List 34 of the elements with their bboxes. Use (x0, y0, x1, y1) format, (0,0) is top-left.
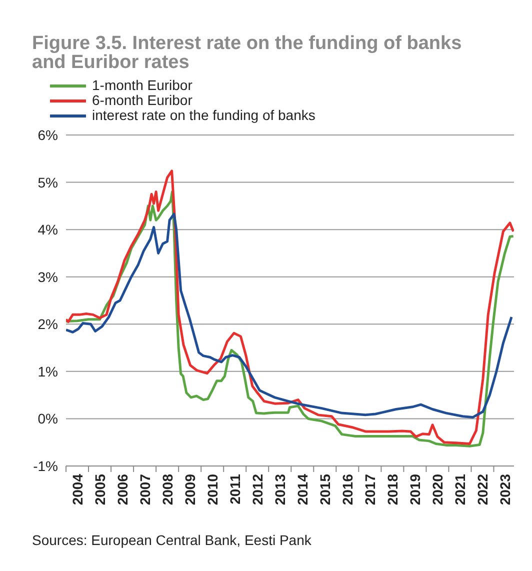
x-tick-label: 2023 (496, 474, 513, 506)
y-tick-label: 6% (38, 126, 58, 143)
y-tick-label: 5% (38, 174, 58, 190)
y-tick-label: 0% (38, 410, 58, 427)
legend-label: 1-month Euribor (92, 77, 192, 93)
x-tick-label: 2018 (384, 474, 400, 506)
legend-label: 6-month Euribor (92, 92, 192, 108)
y-tick-label: -1% (33, 458, 58, 474)
x-tick-label: 2004 (69, 474, 86, 506)
x-tick-label: 2016 (339, 474, 356, 506)
x-tick-label: 2014 (294, 474, 310, 506)
y-tick-label: 2% (38, 316, 58, 332)
x-tick-label: 2012 (249, 474, 266, 506)
line-series (66, 212, 513, 419)
legend-label: interest rate on the funding of banks (92, 107, 316, 123)
x-tick-label: 2005 (92, 474, 108, 506)
x-tick-label: 2010 (204, 474, 220, 506)
x-tick-label: 2015 (316, 474, 333, 506)
x-tick-label: 2019 (406, 474, 423, 506)
x-tick-label: 2006 (114, 474, 130, 506)
source-note: Sources: European Central Bank, Eesti Pank (31, 532, 312, 548)
x-tick-label: 2022 (474, 474, 490, 506)
x-tick-label: 2021 (452, 474, 468, 506)
x-tick-label: 2009 (182, 474, 198, 506)
x-tick-label: 2011 (226, 474, 243, 504)
chart-title: Figure 3.5. Interest rate on the funding of banks and Euribor rates (31, 32, 463, 75)
y-tick-label: 3% (38, 268, 58, 285)
x-tick-label: 2007 (136, 474, 153, 506)
y-tick-label: 1% (38, 363, 58, 380)
x-tick-label: 2008 (159, 474, 176, 506)
x-tick-label: 2017 (362, 474, 378, 506)
x-tick-label: 2020 (429, 474, 446, 506)
y-tick-label: 4% (38, 222, 58, 238)
x-tick-label: 2013 (272, 474, 288, 506)
